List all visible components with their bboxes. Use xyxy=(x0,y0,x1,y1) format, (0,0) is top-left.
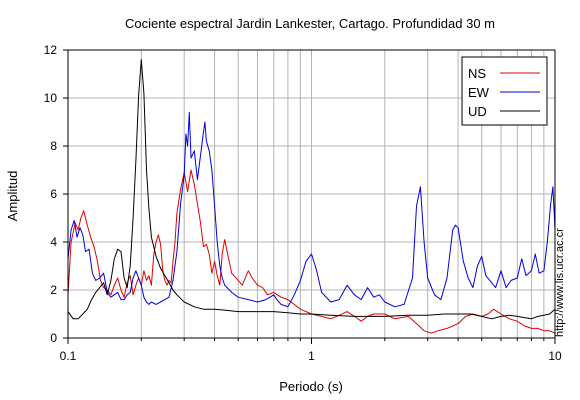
y-tick-label: 10 xyxy=(44,91,58,105)
axes: 0 2 4 6 8 10 12 0.1 1 10 xyxy=(44,43,562,363)
series-line-ns xyxy=(67,169,556,334)
series-layer xyxy=(67,59,556,334)
y-tick-label: 4 xyxy=(50,235,57,249)
y-tick-label: 8 xyxy=(50,139,57,153)
y-tick-label: 6 xyxy=(50,187,57,201)
x-tick-label: 10 xyxy=(548,349,562,363)
y-axis-label: Amplitud xyxy=(5,171,20,222)
x-axis-label: Periodo (s) xyxy=(279,379,343,394)
legend: NS EW UD xyxy=(461,56,548,126)
x-tick-label: 1 xyxy=(308,349,315,363)
website-note: http://www.lis.ucr.ac.cr xyxy=(554,228,566,337)
y-tick-label: 12 xyxy=(44,43,58,57)
series-line-ew xyxy=(67,111,556,308)
legend-label-ns: NS xyxy=(468,66,486,81)
legend-box xyxy=(461,56,548,126)
chart-title: Cociente espectral Jardin Lankester, Car… xyxy=(125,16,495,31)
legend-label-ud: UD xyxy=(468,104,487,119)
series-line-ud xyxy=(67,59,556,320)
y-tick-label: 0 xyxy=(50,331,57,345)
y-tick-label: 2 xyxy=(50,283,57,297)
x-tick-label: 0.1 xyxy=(60,349,77,363)
legend-label-ew: EW xyxy=(468,85,490,100)
